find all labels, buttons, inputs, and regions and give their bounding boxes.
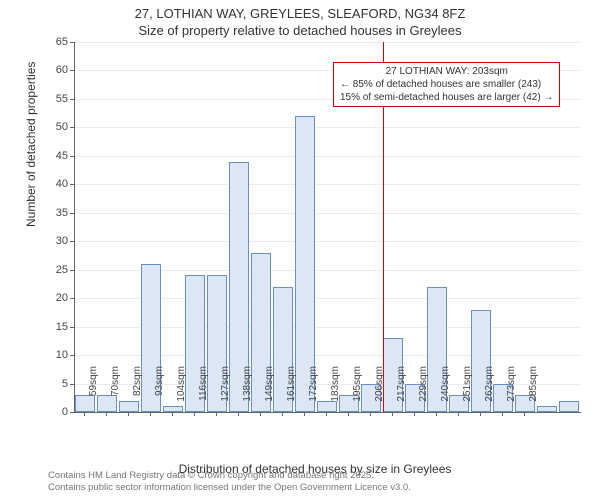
y-gridline	[75, 42, 581, 43]
y-gridline	[75, 184, 581, 185]
xtick-mark	[260, 412, 261, 416]
xtick-mark	[370, 412, 371, 416]
xtick-label: 273sqm	[506, 366, 517, 416]
xtick-label: 240sqm	[440, 366, 451, 416]
y-gridline	[75, 156, 581, 157]
xtick-label: 82sqm	[132, 366, 143, 416]
ytick-label: 15	[38, 321, 68, 333]
ytick-label: 35	[38, 207, 68, 219]
xtick-label: 217sqm	[396, 366, 407, 416]
xtick-mark	[502, 412, 503, 416]
xtick-label: 70sqm	[110, 366, 121, 416]
title-line-1: 27, LOTHIAN WAY, GREYLEES, SLEAFORD, NG3…	[0, 6, 600, 23]
xtick-mark	[238, 412, 239, 416]
plot-area: 27 LOTHIAN WAY: 203sqm ← 85% of detached…	[74, 42, 581, 413]
xtick-label: 116sqm	[198, 366, 209, 416]
xtick-mark	[106, 412, 107, 416]
callout-line-3: 15% of semi-detached houses are larger (…	[340, 91, 553, 104]
ytick-label: 40	[38, 178, 68, 190]
xtick-label: 285sqm	[528, 366, 539, 416]
y-gridline	[75, 127, 581, 128]
xtick-label: 127sqm	[220, 366, 231, 416]
xtick-label: 262sqm	[484, 366, 495, 416]
xtick-label: 206sqm	[374, 366, 385, 416]
xtick-label: 195sqm	[352, 366, 363, 416]
y-gridline	[75, 241, 581, 242]
callout-line-2: ← 85% of detached houses are smaller (24…	[340, 78, 553, 91]
xtick-mark	[216, 412, 217, 416]
xtick-mark	[348, 412, 349, 416]
footer-line-2: Contains public sector information licen…	[48, 482, 411, 494]
ytick-label: 50	[38, 121, 68, 133]
title-block: 27, LOTHIAN WAY, GREYLEES, SLEAFORD, NG3…	[0, 0, 600, 40]
callout-box: 27 LOTHIAN WAY: 203sqm ← 85% of detached…	[333, 62, 560, 107]
xtick-label: 229sqm	[418, 366, 429, 416]
y-axis-label: Number of detached properties	[24, 62, 38, 227]
ytick-label: 25	[38, 264, 68, 276]
xtick-mark	[194, 412, 195, 416]
xtick-mark	[392, 412, 393, 416]
ytick-label: 60	[38, 64, 68, 76]
xtick-mark	[458, 412, 459, 416]
ytick-label: 30	[38, 235, 68, 247]
footer-line-1: Contains HM Land Registry data © Crown c…	[48, 470, 411, 482]
ytick-label: 5	[38, 378, 68, 390]
xtick-mark	[128, 412, 129, 416]
y-gridline	[75, 213, 581, 214]
xtick-mark	[480, 412, 481, 416]
xtick-mark	[326, 412, 327, 416]
callout-line-1: 27 LOTHIAN WAY: 203sqm	[340, 65, 553, 78]
xtick-label: 172sqm	[308, 366, 319, 416]
histogram-bar	[537, 406, 557, 412]
xtick-label: 93sqm	[154, 366, 165, 416]
chart: Number of detached properties 0510152025…	[50, 42, 580, 442]
xtick-mark	[524, 412, 525, 416]
xtick-label: 149sqm	[264, 366, 275, 416]
xtick-mark	[304, 412, 305, 416]
title-line-2: Size of property relative to detached ho…	[0, 23, 600, 40]
xtick-mark	[172, 412, 173, 416]
ytick-label: 45	[38, 150, 68, 162]
xtick-mark	[436, 412, 437, 416]
xtick-label: 161sqm	[286, 366, 297, 416]
ytick-label: 0	[38, 406, 68, 418]
xtick-mark	[84, 412, 85, 416]
xtick-mark	[414, 412, 415, 416]
xtick-label: 104sqm	[176, 366, 187, 416]
footer-attribution: Contains HM Land Registry data © Crown c…	[48, 470, 411, 494]
histogram-bar	[559, 401, 579, 412]
xtick-label: 138sqm	[242, 366, 253, 416]
ytick-label: 65	[38, 36, 68, 48]
xtick-label: 251sqm	[462, 366, 473, 416]
ytick-label: 55	[38, 93, 68, 105]
xtick-mark	[282, 412, 283, 416]
xtick-label: 59sqm	[88, 366, 99, 416]
ytick-label: 10	[38, 349, 68, 361]
ytick-label: 20	[38, 292, 68, 304]
xtick-mark	[150, 412, 151, 416]
xtick-label: 183sqm	[330, 366, 341, 416]
